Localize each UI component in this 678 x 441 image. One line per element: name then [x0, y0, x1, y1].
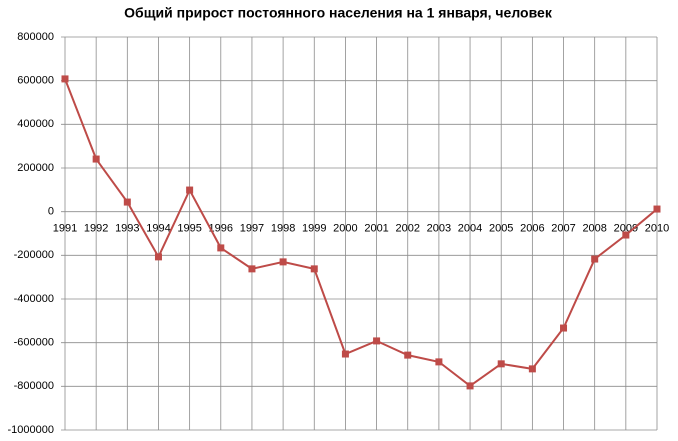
- x-tick-label: 2005: [489, 223, 513, 235]
- marker: [373, 337, 381, 345]
- x-tick-label: 1993: [115, 223, 139, 235]
- x-tick-label: 2006: [520, 223, 544, 235]
- marker: [154, 253, 162, 261]
- marker: [466, 382, 474, 390]
- x-tick-label: 1997: [240, 223, 264, 235]
- x-tick-label: 2002: [395, 223, 419, 235]
- x-tick-label: 2001: [364, 223, 388, 235]
- marker: [497, 360, 505, 368]
- x-tick-label: 1994: [146, 223, 170, 235]
- x-tick-label: 2000: [333, 223, 357, 235]
- marker: [186, 186, 194, 194]
- chart-title: Общий прирост постоянного населения на 1…: [124, 5, 553, 21]
- x-tick-label: 1998: [271, 223, 295, 235]
- y-tick-label: -600000: [14, 337, 54, 349]
- marker: [217, 244, 225, 252]
- marker: [61, 75, 69, 83]
- y-tick-label: 800000: [17, 31, 54, 43]
- x-tick-label: 1999: [302, 223, 326, 235]
- marker: [341, 350, 349, 358]
- marker: [560, 324, 568, 332]
- marker: [435, 358, 443, 366]
- y-tick-label: 600000: [17, 75, 54, 87]
- y-tick-label: 0: [48, 206, 54, 218]
- x-tick-label: 1992: [84, 223, 108, 235]
- y-tick-label: -200000: [14, 249, 54, 261]
- marker: [123, 198, 131, 206]
- x-tick-label: 2007: [551, 223, 575, 235]
- series-line: [64, 78, 658, 388]
- y-tick-label: 400000: [17, 118, 54, 130]
- x-tick-label: 2010: [645, 223, 669, 235]
- y-tick-label: -800000: [14, 380, 54, 392]
- y-tick-label: -1000000: [8, 424, 55, 436]
- y-tick-label: 200000: [17, 162, 54, 174]
- x-tick-label: 2008: [582, 223, 606, 235]
- marker: [622, 231, 630, 239]
- x-tick-label: 2004: [458, 223, 482, 235]
- marker: [653, 205, 661, 213]
- marker: [92, 155, 100, 163]
- marker: [404, 351, 412, 359]
- marker: [591, 255, 599, 263]
- marker: [310, 265, 318, 273]
- marker: [279, 258, 287, 266]
- x-tick-label: 1995: [177, 223, 201, 235]
- marker: [528, 365, 536, 373]
- x-tick-label: 2009: [614, 223, 638, 235]
- x-tick-label: 1996: [209, 223, 233, 235]
- y-tick-label: -400000: [14, 293, 54, 305]
- x-tick-label: 2003: [427, 223, 451, 235]
- marker: [248, 265, 256, 273]
- x-tick-label: 1991: [53, 223, 77, 235]
